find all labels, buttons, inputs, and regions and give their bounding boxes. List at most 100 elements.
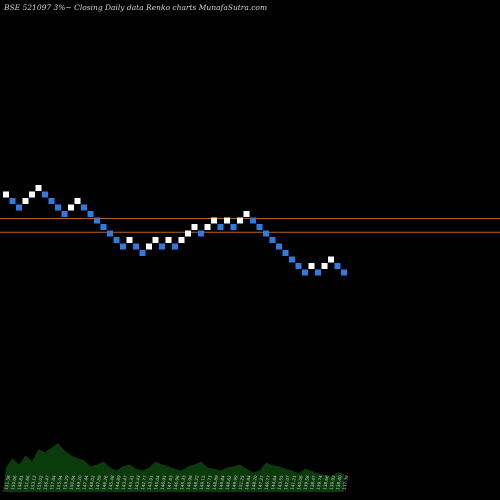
volume-label: 148.22 [192, 475, 200, 491]
renko-brick-up [29, 191, 35, 198]
volume-label: 148.02 [88, 475, 96, 491]
volume-label: 146.26 [101, 475, 109, 491]
volume-label: 143.91 [147, 475, 155, 491]
volume-label: 148.89 [212, 475, 220, 491]
volume-label: 137.39 [342, 475, 350, 491]
volume-label: 141.21 [290, 475, 298, 491]
renko-brick-up [68, 204, 74, 211]
volume-label: 148.20 [251, 475, 259, 491]
volume-label: 150.06 [10, 475, 18, 491]
renko-brick-down [139, 250, 146, 256]
volume-label: 138.66 [322, 475, 330, 491]
volume-label: 145.48 [108, 475, 116, 491]
volume-label: 138.47 [309, 475, 317, 491]
volume-label: 151.66 [23, 475, 31, 491]
renko-brick-down [250, 217, 256, 224]
renko-brick-down [276, 243, 282, 250]
renko-brick-up [152, 237, 159, 243]
volume-label: 146.77 [264, 475, 272, 491]
renko-brick-up [74, 198, 81, 204]
chart-title: BSE 521097 3%~ Closing Daily data Renko … [3, 3, 267, 12]
volume-label: 151.25 [238, 475, 246, 491]
volume-label: 144.84 [270, 475, 278, 491]
renko-brick-up [22, 198, 29, 204]
renko-brick-up [321, 263, 328, 269]
renko-brick-down [217, 224, 224, 230]
volume-label: 147.44 [82, 475, 90, 491]
volume-label: 149.20 [75, 475, 83, 491]
renko-brick-down [81, 204, 87, 211]
volume-label: 143.47 [121, 475, 129, 491]
renko-brick-down [100, 224, 107, 230]
renko-brick-down [16, 204, 22, 211]
renko-brick-up [204, 224, 211, 230]
renko-brick-up [165, 237, 172, 243]
renko-brick-down [107, 230, 113, 237]
volume-labels: 151.38 150.06 148.81 151.66 153.12 155.02 156.… [4, 475, 350, 491]
volume-label: 155.94 [56, 475, 64, 491]
volume-label: 153.29 [62, 475, 70, 491]
renko-brick-down [172, 243, 178, 250]
volume-label: 143.43 [134, 475, 142, 491]
volume-fill [3, 443, 344, 492]
volume-label: 151.38 [4, 475, 12, 491]
volume-label: 142.77 [140, 475, 148, 491]
volume-label: 147.73 [205, 475, 213, 491]
renko-brick-down [55, 204, 61, 211]
renko-brick-down [61, 211, 68, 217]
volume-label: 148.81 [17, 475, 25, 491]
renko-brick-down [113, 237, 120, 243]
renko-brick-down [198, 230, 204, 237]
renko-brick-down [263, 230, 269, 237]
renko-brick-up [126, 237, 133, 243]
renko-bricks [3, 185, 347, 276]
volume-label: 147.89 [95, 475, 103, 491]
volume-label: 149.15 [199, 475, 207, 491]
volume-label: 140.06 [296, 475, 304, 491]
volume-label: 153.12 [30, 475, 38, 491]
renko-brick-down [315, 269, 321, 276]
renko-brick-up [35, 185, 42, 191]
renko-brick-down [230, 224, 237, 230]
volume-label: 149.84 [244, 475, 252, 491]
renko-brick-down [282, 250, 289, 256]
renko-brick-down [48, 198, 55, 204]
volume-label: 148.62 [225, 475, 233, 491]
volume-label: 143.55 [277, 475, 285, 491]
volume-label: 139.74 [316, 475, 324, 491]
renko-brick-up [178, 237, 185, 243]
renko-brick-down [87, 211, 94, 217]
volume-label: 155.02 [36, 475, 44, 491]
renko-brick-up [3, 191, 9, 198]
volume-area [3, 443, 344, 492]
volume-label: 145.33 [179, 475, 187, 491]
volume-label: 156.47 [43, 475, 51, 491]
renko-brick-down [94, 217, 100, 224]
volume-label: 147.27 [257, 475, 265, 491]
volume-label: 138.40 [335, 475, 343, 491]
volume-label: 145.31 [127, 475, 135, 491]
renko-brick-up [191, 224, 198, 230]
volume-label: 150.84 [69, 475, 77, 491]
renko-brick-down [341, 269, 347, 276]
renko-brick-down [42, 191, 48, 198]
renko-brick-down [334, 263, 341, 269]
volume-label: 146.95 [160, 475, 168, 491]
volume-label: 139.58 [303, 475, 311, 491]
renko-brick-up [185, 230, 191, 237]
renko-brick-up [211, 217, 217, 224]
volume-label: 149.99 [231, 475, 239, 491]
renko-brick-up [328, 256, 334, 263]
volume-label: 147.83 [166, 475, 174, 491]
renko-brick-down [159, 243, 165, 250]
renko-brick-down [295, 263, 302, 269]
volume-label: 149.84 [218, 475, 226, 491]
volume-label: 139.92 [329, 475, 337, 491]
renko-brick-down [9, 198, 16, 204]
renko-brick-up [146, 243, 152, 250]
renko-brick-up [237, 217, 243, 224]
renko-brick-down [133, 243, 139, 250]
volume-label: 142.07 [283, 475, 291, 491]
renko-brick-down [289, 256, 295, 263]
